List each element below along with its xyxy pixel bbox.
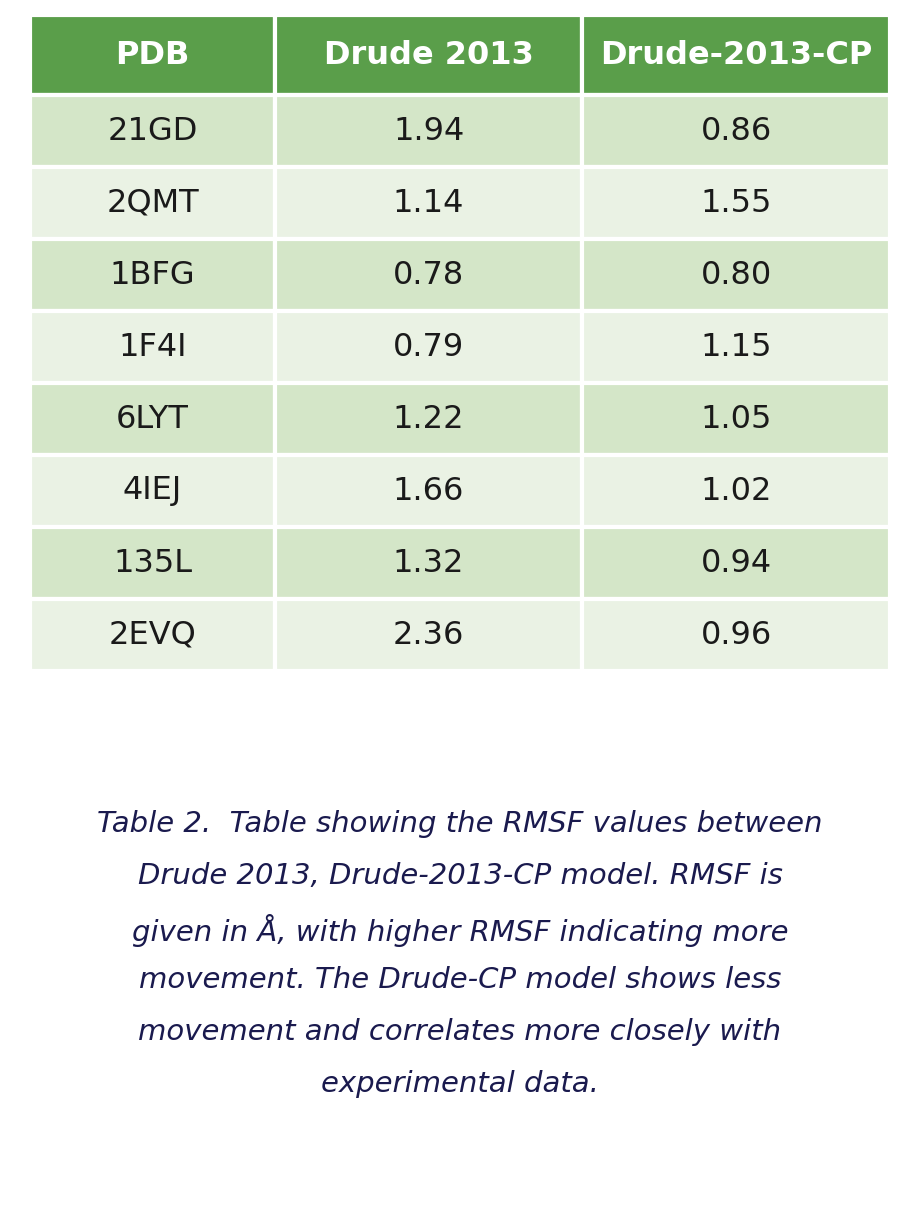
- Text: 21GD: 21GD: [108, 116, 198, 146]
- Text: 0.78: 0.78: [393, 259, 464, 291]
- Bar: [582, 95, 890, 167]
- Bar: [275, 95, 582, 167]
- Text: 0.86: 0.86: [701, 116, 772, 146]
- Text: Table 2.  Table showing the RMSF values between: Table 2. Table showing the RMSF values b…: [98, 811, 822, 839]
- Bar: [275, 167, 582, 239]
- Text: 2.36: 2.36: [393, 619, 464, 651]
- Text: PDB: PDB: [115, 39, 190, 71]
- Bar: [275, 383, 582, 455]
- Bar: [30, 95, 275, 167]
- Text: 0.80: 0.80: [701, 259, 772, 291]
- Bar: [275, 239, 582, 312]
- Bar: [275, 455, 582, 527]
- Bar: [582, 527, 890, 599]
- Text: 1.02: 1.02: [700, 476, 772, 506]
- Text: 1.32: 1.32: [393, 548, 464, 578]
- Bar: [30, 527, 275, 599]
- Text: experimental data.: experimental data.: [321, 1070, 599, 1098]
- Bar: [30, 312, 275, 383]
- Bar: [582, 239, 890, 312]
- Bar: [275, 599, 582, 671]
- Text: 1.14: 1.14: [393, 187, 464, 219]
- Bar: [582, 167, 890, 239]
- Bar: [275, 15, 582, 95]
- Text: 1F4I: 1F4I: [118, 331, 187, 363]
- Text: 1.94: 1.94: [393, 116, 464, 146]
- Bar: [30, 455, 275, 527]
- Text: 0.79: 0.79: [393, 331, 464, 363]
- Text: 2QMT: 2QMT: [106, 187, 199, 219]
- Bar: [30, 15, 275, 95]
- Text: 1.15: 1.15: [700, 331, 772, 363]
- Bar: [582, 312, 890, 383]
- Text: Drude 2013: Drude 2013: [324, 39, 533, 71]
- Text: 0.94: 0.94: [701, 548, 772, 578]
- Text: 1.55: 1.55: [700, 187, 772, 219]
- Text: 4IEJ: 4IEJ: [122, 476, 182, 506]
- Text: 1.22: 1.22: [392, 404, 464, 434]
- Bar: [30, 239, 275, 312]
- Text: movement and correlates more closely with: movement and correlates more closely wit…: [138, 1017, 782, 1045]
- Text: 1.66: 1.66: [393, 476, 464, 506]
- Text: movement. The Drude-CP model shows less: movement. The Drude-CP model shows less: [139, 966, 781, 994]
- Text: given in Å, with higher RMSF indicating more: given in Å, with higher RMSF indicating …: [132, 914, 788, 947]
- Bar: [582, 455, 890, 527]
- Text: 6LYT: 6LYT: [116, 404, 189, 434]
- Bar: [582, 599, 890, 671]
- Text: 135L: 135L: [113, 548, 192, 578]
- Bar: [582, 383, 890, 455]
- Text: 1BFG: 1BFG: [110, 259, 195, 291]
- Bar: [582, 15, 890, 95]
- Text: 0.96: 0.96: [701, 619, 772, 651]
- Text: Drude 2013, Drude-2013-CP model. RMSF is: Drude 2013, Drude-2013-CP model. RMSF is: [137, 862, 783, 890]
- Bar: [30, 383, 275, 455]
- Text: 1.05: 1.05: [700, 404, 772, 434]
- Bar: [275, 527, 582, 599]
- Text: 2EVQ: 2EVQ: [109, 619, 196, 651]
- Bar: [275, 312, 582, 383]
- Bar: [30, 599, 275, 671]
- Text: Drude-2013-CP: Drude-2013-CP: [600, 39, 872, 71]
- Bar: [30, 167, 275, 239]
